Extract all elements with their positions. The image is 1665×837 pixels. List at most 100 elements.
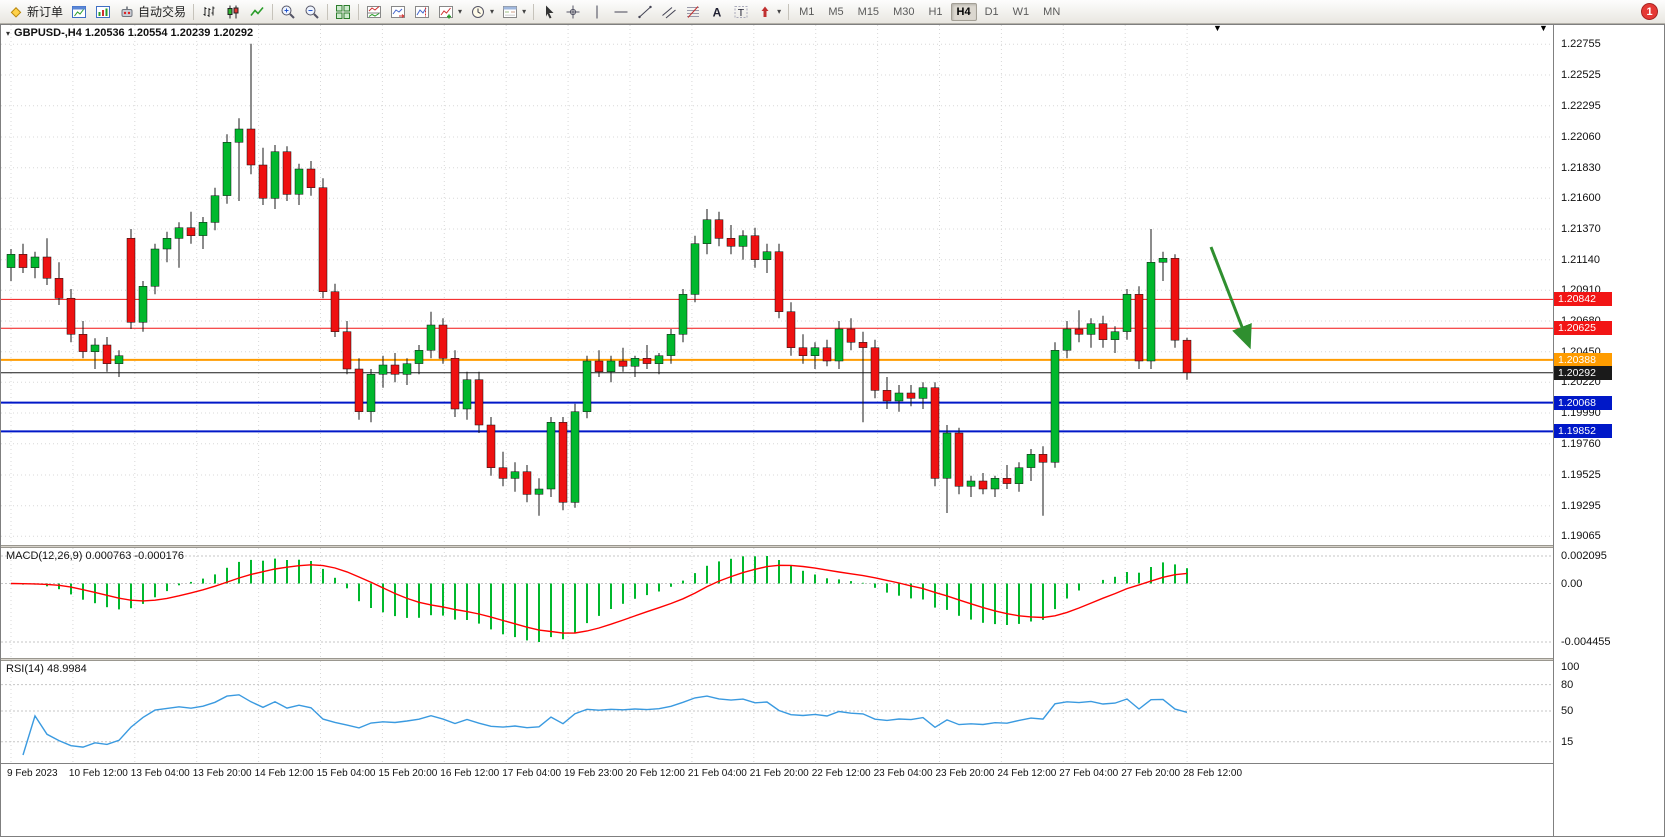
price-pane[interactable]: ▾ GBPUSD-,H4 1.20536 1.20554 1.20239 1.2… xyxy=(1,25,1553,545)
line-chart-icon xyxy=(249,4,265,20)
charts-window-button[interactable] xyxy=(67,2,91,22)
vertical-line-tool-button[interactable] xyxy=(585,2,609,22)
rsi-canvas[interactable] xyxy=(1,661,1553,763)
time-axis-label: 13 Feb 04:00 xyxy=(130,768,190,779)
price-axis-label: 1.22755 xyxy=(1561,38,1601,51)
periods-button[interactable]: ▾ xyxy=(466,2,498,22)
time-axis-label: 22 Feb 12:00 xyxy=(811,768,871,779)
price-axis-label: 1.21600 xyxy=(1561,192,1601,205)
timeframe-button-d1[interactable]: D1 xyxy=(984,5,999,18)
toolbar-separator xyxy=(272,3,274,20)
time-axis-label: 20 Feb 12:00 xyxy=(626,768,685,779)
crosshair-icon xyxy=(565,4,581,20)
auto-scroll-icon xyxy=(390,4,406,20)
time-axis-label: 21 Feb 20:00 xyxy=(749,768,809,779)
timeframe-button-w1[interactable]: W1 xyxy=(1012,5,1030,18)
market-watch-icon xyxy=(95,4,111,20)
candlestick-icon xyxy=(225,4,241,20)
zoom-in-button[interactable] xyxy=(276,2,300,22)
rsi-axis-label: 15 xyxy=(1561,735,1574,748)
label-tool-button[interactable]: T xyxy=(729,2,753,22)
price-chart-canvas[interactable] xyxy=(1,25,1553,545)
auto-trading-icon xyxy=(119,4,135,20)
time-axis[interactable]: 9 Feb 2023 10 Feb 12:00 13 Feb 04:00 13 Feb… xyxy=(1,763,1553,785)
fibonacci-icon xyxy=(685,4,701,20)
timeframe-button-m30[interactable]: M30 xyxy=(893,5,915,18)
chart-context-icon[interactable]: ▾ xyxy=(6,28,11,38)
time-axis-label: 23 Feb 04:00 xyxy=(873,768,933,779)
new-order-label: 新订单 xyxy=(27,5,64,19)
tile-windows-button[interactable] xyxy=(331,2,355,22)
candlestick-mode-button[interactable] xyxy=(221,2,245,22)
cursor-icon xyxy=(541,4,557,20)
market-watch-button[interactable] xyxy=(91,2,115,22)
time-axis-label: 9 Feb 2023 xyxy=(7,768,58,779)
time-axis-label: 23 Feb 20:00 xyxy=(935,768,995,779)
time-axis-label: 14 Feb 12:00 xyxy=(254,768,314,779)
trendline-tool-button[interactable] xyxy=(633,2,657,22)
text-a-icon: A xyxy=(709,4,725,20)
price-axis[interactable]: 1.22755 1.22525 1.22295 1.22060 1.21830 1.216… xyxy=(1553,25,1664,836)
chart-end-marker[interactable]: ▼ xyxy=(1539,25,1548,33)
price-axis-label: 1.19760 xyxy=(1561,437,1601,450)
chart-column: ▾ GBPUSD-,H4 1.20536 1.20554 1.20239 1.2… xyxy=(1,25,1553,836)
text-tool-button[interactable]: A xyxy=(705,2,729,22)
dropdown-arrow-icon[interactable]: ▾ xyxy=(490,7,495,16)
horizontal-line-tool-button[interactable] xyxy=(609,2,633,22)
time-axis-label: 17 Feb 04:00 xyxy=(502,768,562,779)
arrows-tool-button[interactable]: ▾ xyxy=(753,2,785,22)
price-axis-label: 1.22295 xyxy=(1561,99,1601,112)
auto-scroll-button[interactable] xyxy=(386,2,410,22)
add-indicator-button[interactable]: ▾ xyxy=(434,2,466,22)
line-chart-mode-button[interactable] xyxy=(245,2,269,22)
horizontal-line-icon xyxy=(613,4,629,20)
zoom-out-icon xyxy=(304,4,320,20)
chart-window: ▾ GBPUSD-,H4 1.20536 1.20554 1.20239 1.2… xyxy=(0,24,1665,837)
time-axis-label: 16 Feb 12:00 xyxy=(440,768,500,779)
price-tag: 1.20388 xyxy=(1554,352,1612,367)
add-indicator-icon xyxy=(438,4,454,20)
time-axis-label: 10 Feb 12:00 xyxy=(68,768,128,779)
time-axis-label: 15 Feb 04:00 xyxy=(316,768,376,779)
chart-shift-button[interactable] xyxy=(410,2,434,22)
zoom-out-button[interactable] xyxy=(300,2,324,22)
rsi-label: RSI(14) 48.9984 xyxy=(6,663,87,675)
timeframe-button-m5[interactable]: M5 xyxy=(828,5,844,18)
equidistant-channel-tool-button[interactable] xyxy=(657,2,681,22)
toolbar-separator xyxy=(788,3,790,20)
price-tag: 1.20842 xyxy=(1554,292,1612,307)
cursor-tool-button[interactable] xyxy=(537,2,561,22)
bar-chart-mode-button[interactable] xyxy=(197,2,221,22)
zoom-in-icon xyxy=(280,4,296,20)
price-tag: 1.20068 xyxy=(1554,395,1612,410)
crosshair-tool-button[interactable] xyxy=(561,2,585,22)
pane-splitter-macd[interactable] xyxy=(1,545,1553,548)
notification-badge[interactable]: 1 xyxy=(1641,3,1658,20)
pane-splitter-rsi[interactable] xyxy=(1,658,1553,661)
price-tag: 1.19852 xyxy=(1554,424,1612,439)
rsi-pane[interactable]: RSI(14) 48.9984 xyxy=(1,661,1553,763)
indicators-window-button[interactable] xyxy=(362,2,386,22)
toolbar-separator xyxy=(358,3,360,20)
timeframe-button-mn[interactable]: MN xyxy=(1043,5,1061,18)
rsi-axis-label: 100 xyxy=(1561,661,1580,673)
chart-shift-marker[interactable]: ▼ xyxy=(1213,25,1222,33)
price-axis-label: 1.22060 xyxy=(1561,131,1601,143)
timeframe-button-h1[interactable]: H1 xyxy=(928,5,943,18)
svg-text:A: A xyxy=(713,5,722,19)
macd-pane[interactable]: MACD(12,26,9) 0.000763 -0.000176 xyxy=(1,548,1553,658)
price-tag: 1.20625 xyxy=(1554,321,1612,336)
dropdown-arrow-icon[interactable]: ▾ xyxy=(458,7,463,16)
timeframe-button-h4[interactable]: H4 xyxy=(950,2,977,21)
trendline-icon xyxy=(637,4,653,20)
dropdown-arrow-icon[interactable]: ▾ xyxy=(522,7,527,16)
fibonacci-tool-button[interactable] xyxy=(681,2,705,22)
timeframe-button-m15[interactable]: M15 xyxy=(857,5,880,18)
timeframe-button-m1[interactable]: M1 xyxy=(799,5,815,18)
dropdown-arrow-icon[interactable]: ▾ xyxy=(777,7,782,16)
new-order-button[interactable]: 新订单 xyxy=(4,2,67,22)
auto-trading-button[interactable]: 自动交易 xyxy=(115,2,190,22)
macd-canvas[interactable] xyxy=(1,548,1553,658)
templates-button[interactable]: ▾ xyxy=(498,2,530,22)
macd-axis-label: -0.004455 xyxy=(1561,636,1611,648)
